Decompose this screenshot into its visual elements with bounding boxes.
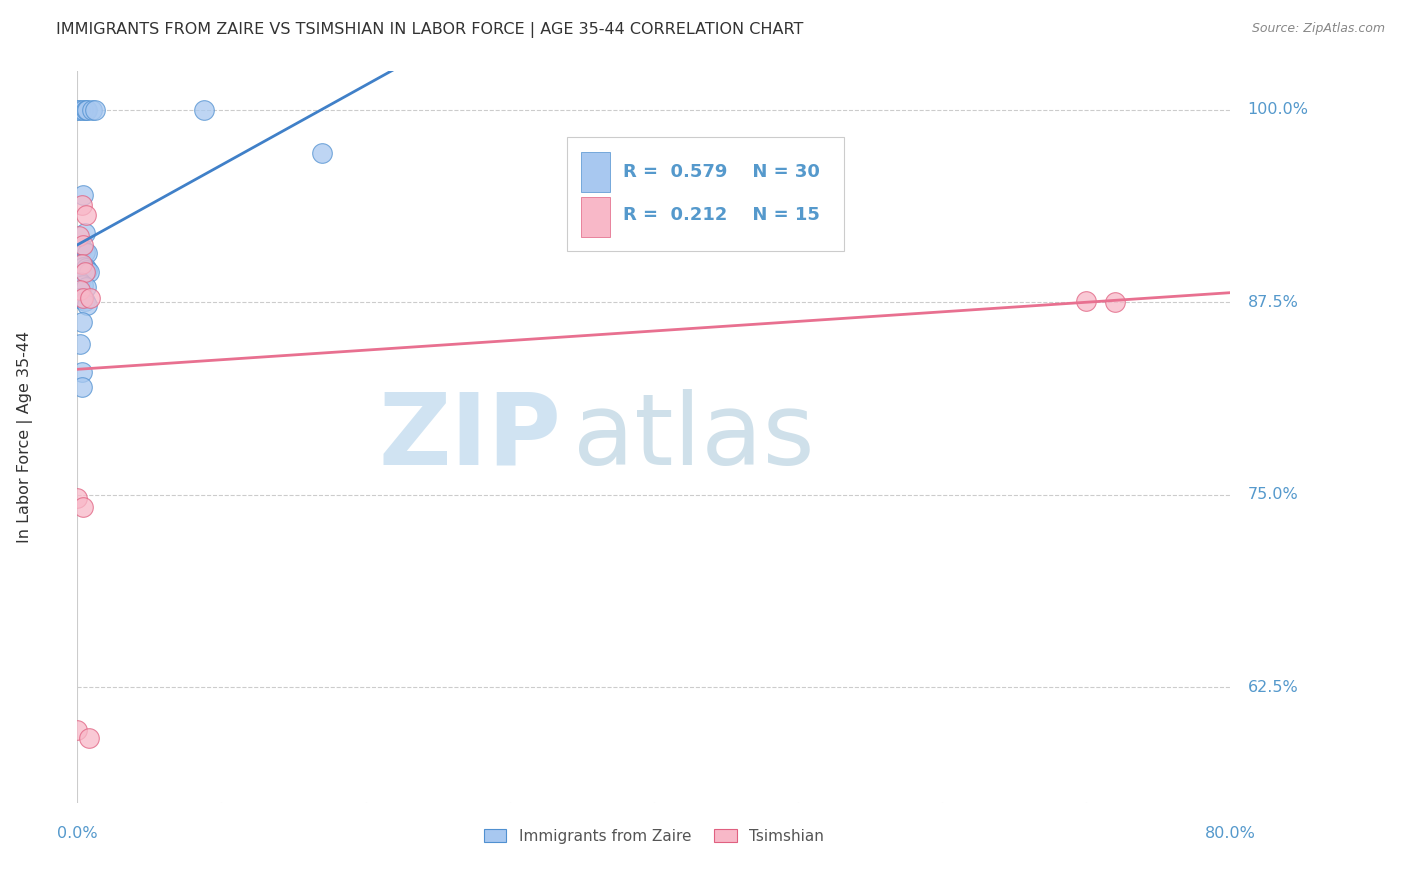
Point <box>311 145 333 160</box>
FancyBboxPatch shape <box>581 152 610 192</box>
Point <box>72 500 94 515</box>
FancyBboxPatch shape <box>568 137 844 251</box>
Point <box>73 226 96 240</box>
Point <box>72 238 94 252</box>
Point <box>72 187 94 202</box>
Point <box>79 291 101 305</box>
Point <box>77 264 100 278</box>
Text: 80.0%: 80.0% <box>1205 826 1256 841</box>
Text: Source: ZipAtlas.com: Source: ZipAtlas.com <box>1251 22 1385 36</box>
Point <box>73 264 96 278</box>
Point <box>1076 293 1098 308</box>
Point <box>70 242 93 256</box>
Point <box>76 246 98 260</box>
Point <box>70 380 93 394</box>
Point <box>69 276 91 290</box>
Point <box>69 283 91 297</box>
Point <box>75 103 97 117</box>
Text: 87.5%: 87.5% <box>1247 295 1298 310</box>
Point <box>76 103 98 117</box>
Point <box>66 491 89 505</box>
Point <box>72 278 94 293</box>
Text: 75.0%: 75.0% <box>1247 487 1298 502</box>
Point <box>76 298 98 312</box>
Point <box>69 257 91 271</box>
Point <box>72 260 94 274</box>
Point <box>80 103 103 117</box>
Point <box>70 257 93 271</box>
Point <box>76 263 98 277</box>
Point <box>72 103 94 117</box>
Point <box>66 103 89 117</box>
Point <box>66 723 89 738</box>
Point <box>75 280 97 294</box>
Text: R =  0.579    N = 30: R = 0.579 N = 30 <box>623 163 820 181</box>
Point <box>83 103 105 117</box>
FancyBboxPatch shape <box>581 197 610 237</box>
Point <box>72 291 94 305</box>
Point <box>70 315 93 329</box>
Point <box>67 291 90 305</box>
Text: atlas: atlas <box>574 389 814 485</box>
Point <box>70 198 93 212</box>
Point <box>73 244 96 259</box>
Point <box>73 293 96 308</box>
Point <box>193 103 215 117</box>
Legend: Immigrants from Zaire, Tsimshian: Immigrants from Zaire, Tsimshian <box>478 822 830 850</box>
Point <box>70 365 93 379</box>
Point <box>77 731 100 745</box>
Point <box>1104 295 1126 310</box>
Text: 0.0%: 0.0% <box>58 826 97 841</box>
Point <box>67 229 90 244</box>
Text: 100.0%: 100.0% <box>1247 103 1309 118</box>
Point <box>70 292 93 306</box>
Point <box>69 337 91 351</box>
Point <box>75 208 97 222</box>
Point <box>75 261 97 276</box>
Point <box>69 103 91 117</box>
Text: In Labor Force | Age 35-44: In Labor Force | Age 35-44 <box>17 331 34 543</box>
Text: IMMIGRANTS FROM ZAIRE VS TSIMSHIAN IN LABOR FORCE | AGE 35-44 CORRELATION CHART: IMMIGRANTS FROM ZAIRE VS TSIMSHIAN IN LA… <box>56 22 804 38</box>
Text: 62.5%: 62.5% <box>1247 680 1298 695</box>
Text: ZIP: ZIP <box>378 389 561 485</box>
Text: R =  0.212    N = 15: R = 0.212 N = 15 <box>623 206 820 225</box>
